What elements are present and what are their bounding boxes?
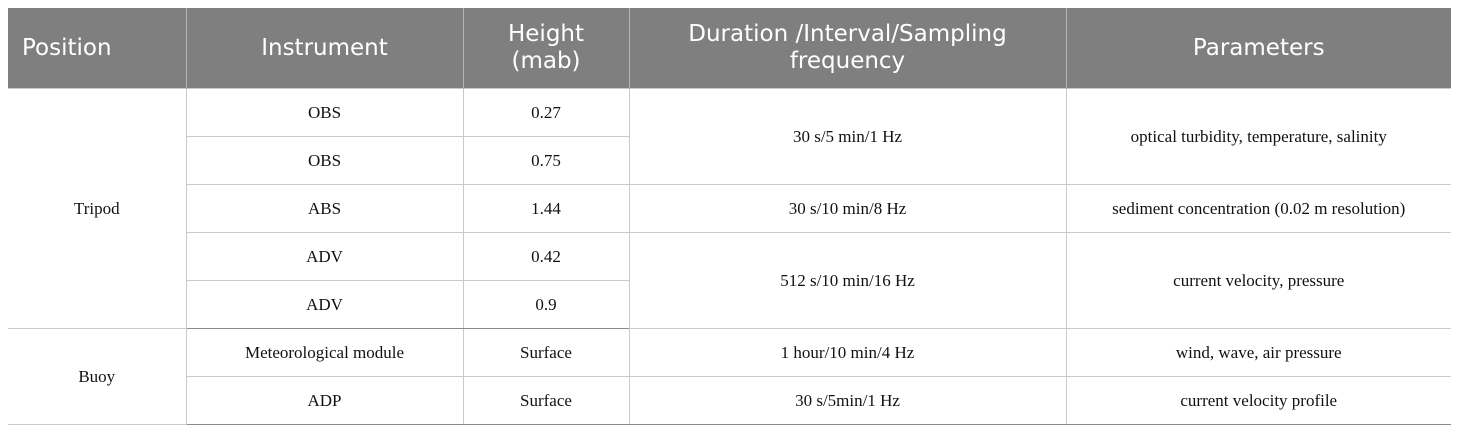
table-container: Position Instrument Height (mab) Duratio… [8,8,1451,425]
height-cell: Surface [462,328,630,377]
instrument-cell: ABS [186,184,464,233]
instrument-table: Position Instrument Height (mab) Duratio… [8,8,1451,425]
table-body: Tripod OBS 0.27 30 s/5 min/1 Hz optical … [8,88,1451,425]
parameters-cell: current velocity profile [1065,376,1451,425]
position-cell-tripod: Tripod [8,88,187,329]
table-row: Tripod OBS 0.27 30 s/5 min/1 Hz optical … [8,88,1451,329]
height-cell: 0.27 [462,88,630,137]
table-row: OBS 0.75 [8,136,1451,185]
instrument-cell: OBS [185,88,464,137]
header-parameters: Parameters [1065,8,1451,89]
table-row: Buoy Meteorological module Surface 1 hou… [8,328,1451,425]
height-cell: 0.42 [462,232,630,281]
header-duration-label: Duration /Interval/Sampling frequency [688,21,1007,74]
header-height: Height (mab) [462,8,629,89]
instrument-cell: ADV [186,232,464,281]
table-row: ADV 0.42 512 s/10 min/16 Hz current velo… [8,232,1451,329]
parameters-cell: sediment concentration (0.02 m resolutio… [1065,184,1451,233]
parameters-cell: current velocity, pressure [1065,232,1451,329]
header-instrument: Instrument [185,8,463,89]
header-row: Position Instrument Height (mab) Duratio… [8,8,1451,89]
height-cell: Surface [462,376,630,425]
position-cell-buoy: Buoy [8,328,187,425]
duration-cell: 30 s/5min/1 Hz [628,376,1067,425]
instrument-cell: ADV [186,280,464,329]
header-height-label: Height (mab) [507,21,585,74]
instrument-cell: Meteorological module [185,328,464,377]
duration-cell: 30 s/5 min/1 Hz [628,88,1067,185]
table-row: ABS 1.44 30 s/10 min/8 Hz sediment conce… [8,184,1451,233]
table-row: ADP Surface 30 s/5min/1 Hz current veloc… [8,376,1451,425]
duration-cell: 30 s/10 min/8 Hz [628,184,1067,233]
table-header: Position Instrument Height (mab) Duratio… [8,8,1451,89]
height-cell: 0.75 [462,136,629,185]
header-duration: Duration /Interval/Sampling frequency [628,8,1066,89]
duration-cell: 512 s/10 min/16 Hz [628,232,1067,329]
parameters-cell: optical turbidity, temperature, salinity [1065,88,1451,185]
parameters-cell: wind, wave, air pressure [1065,328,1451,377]
height-cell: 0.9 [462,280,629,329]
header-position: Position [8,8,186,89]
instrument-cell: OBS [186,136,464,185]
instrument-cell: ADP [186,376,464,425]
height-cell: 1.44 [462,184,630,233]
duration-cell: 1 hour/10 min/4 Hz [628,328,1067,377]
